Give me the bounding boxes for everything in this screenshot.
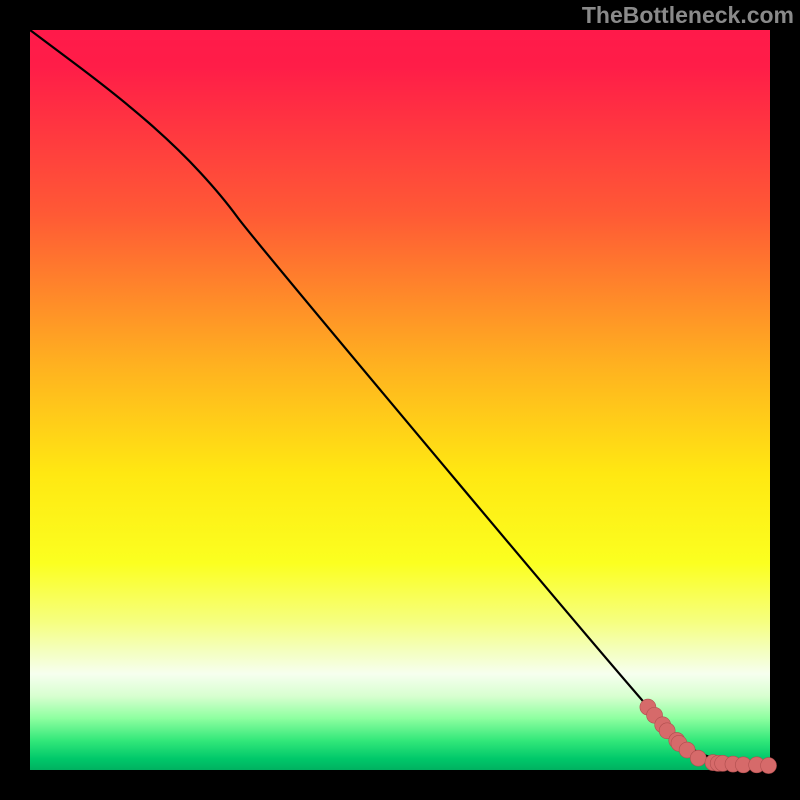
watermark-text: TheBottleneck.com: [582, 2, 794, 29]
chart-svg: [0, 0, 800, 800]
chart-container: TheBottleneck.com: [0, 0, 800, 800]
plot-background: [30, 30, 770, 770]
marker-point: [690, 750, 706, 766]
marker-point: [761, 758, 777, 774]
